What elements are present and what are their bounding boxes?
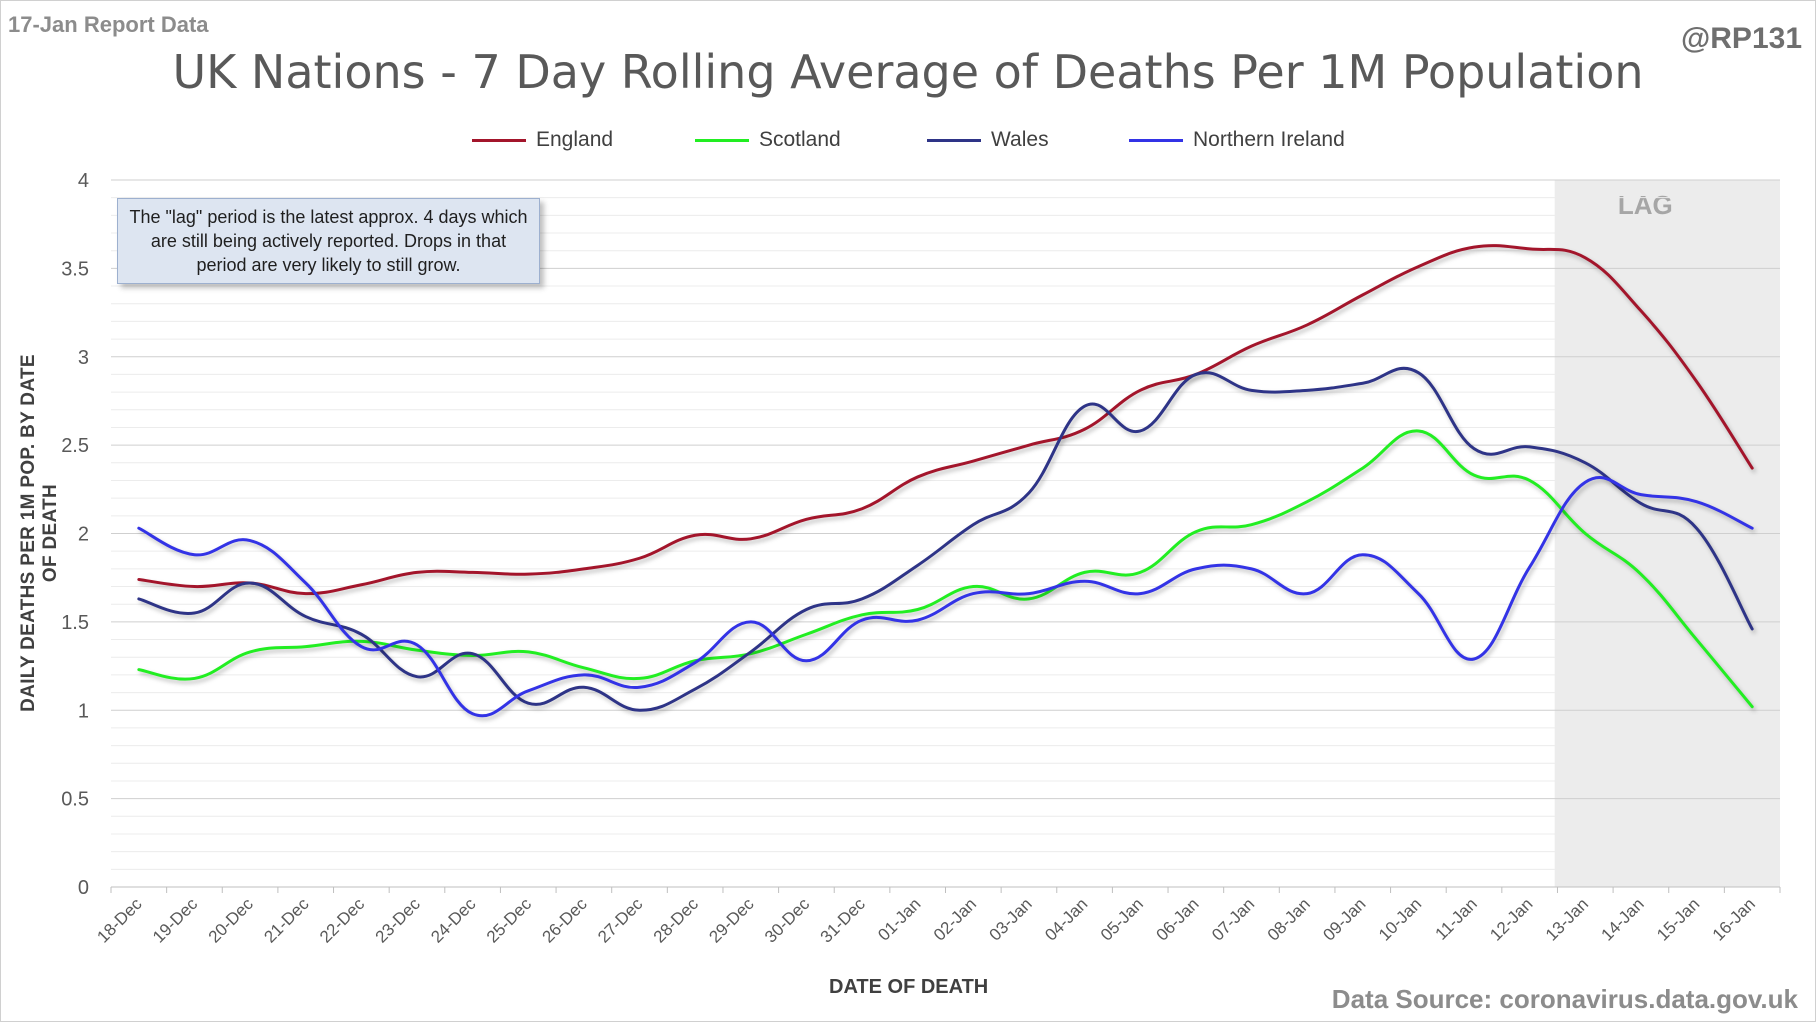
x-tick-label: 10-Jan (1375, 894, 1425, 944)
x-tick-label: 20-Dec (205, 894, 258, 947)
x-tick-label: 14-Jan (1598, 894, 1648, 944)
series-line-wales (137, 366, 1754, 712)
legend-swatch-wales (927, 138, 981, 142)
x-tick-label: 23-Dec (372, 894, 425, 947)
series-line-scotland (137, 429, 1754, 709)
x-tick-label: 21-Dec (260, 894, 313, 947)
y-tick-label: 0.5 (61, 789, 89, 811)
x-tick-label: 15-Jan (1653, 894, 1703, 944)
y-tick-label: 3.5 (61, 258, 89, 280)
legend-swatch-scotland (695, 138, 749, 142)
y-tick-label: 3 (78, 347, 89, 369)
x-tick-label: 12-Jan (1486, 894, 1536, 944)
legend: England Scotland Wales Northern Ireland (0, 124, 1816, 156)
lag-note-callout: The "lag" period is the latest approx. 4… (117, 198, 540, 284)
series-line-northern-ireland (137, 476, 1754, 718)
x-tick-label: 16-Jan (1709, 894, 1759, 944)
x-tick-label: 31-Dec (817, 894, 870, 947)
x-tick-label: 06-Jan (1152, 894, 1202, 944)
y-tick-label: 4 (78, 170, 89, 192)
x-tick-label: 27-Dec (594, 894, 647, 947)
x-tick-label: 26-Dec (539, 894, 592, 947)
legend-swatch-england (472, 138, 526, 142)
legend-swatch-northern-ireland (1129, 138, 1183, 142)
legend-label-scotland: Scotland (759, 128, 841, 151)
chart-title: UK Nations - 7 Day Rolling Average of De… (172, 45, 1644, 99)
author-handle: @RP131 (1681, 22, 1802, 55)
y-tick-label: 0 (78, 877, 89, 899)
x-tick-label: 04-Jan (1041, 894, 1091, 944)
legend-label-northern-ireland: Northern Ireland (1193, 128, 1345, 151)
report-date-label: 17-Jan Report Data (8, 12, 209, 37)
y-axis-title: DAILY DEATHS PER 1M POP. BY DATE OF DEAT… (18, 354, 61, 712)
y-tick-label: 1 (78, 700, 89, 722)
x-tick-label: 07-Jan (1208, 894, 1258, 944)
x-tick-label: 13-Jan (1542, 894, 1592, 944)
legend-label-wales: Wales (991, 128, 1049, 151)
x-tick-label: 30-Dec (761, 894, 814, 947)
x-tick-label: 24-Dec (427, 894, 480, 947)
legend-item-england: England (472, 124, 613, 156)
x-tick-label: 02-Jan (930, 894, 980, 944)
x-tick-label: 19-Dec (149, 894, 202, 947)
x-tick-label: 03-Jan (986, 894, 1036, 944)
x-tick-label: 01-Jan (874, 894, 924, 944)
legend-item-wales: Wales (927, 124, 1049, 156)
x-tick-label: 22-Dec (316, 894, 369, 947)
x-axis-title: DATE OF DEATH (829, 976, 989, 998)
x-tick-label: 08-Jan (1264, 894, 1314, 944)
x-tick-label: 28-Dec (650, 894, 703, 947)
x-tick-label: 09-Jan (1319, 894, 1369, 944)
x-tick-label: 05-Jan (1097, 894, 1147, 944)
legend-item-northern-ireland: Northern Ireland (1129, 124, 1345, 156)
legend-label-england: England (536, 128, 614, 151)
series-line-england (137, 244, 1754, 596)
y-tick-label: 2.5 (61, 435, 89, 457)
y-tick-label: 2 (78, 524, 89, 546)
legend-item-scotland: Scotland (695, 124, 841, 156)
y-tick-label: 1.5 (61, 612, 89, 634)
x-tick-label: 29-Dec (705, 894, 758, 947)
x-tick-label: 11-Jan (1432, 894, 1481, 943)
x-tick-label: 25-Dec (483, 894, 536, 947)
data-source-label: Data Source: coronavirus.data.gov.uk (1331, 984, 1798, 1014)
x-tick-label: 18-Dec (93, 894, 146, 947)
